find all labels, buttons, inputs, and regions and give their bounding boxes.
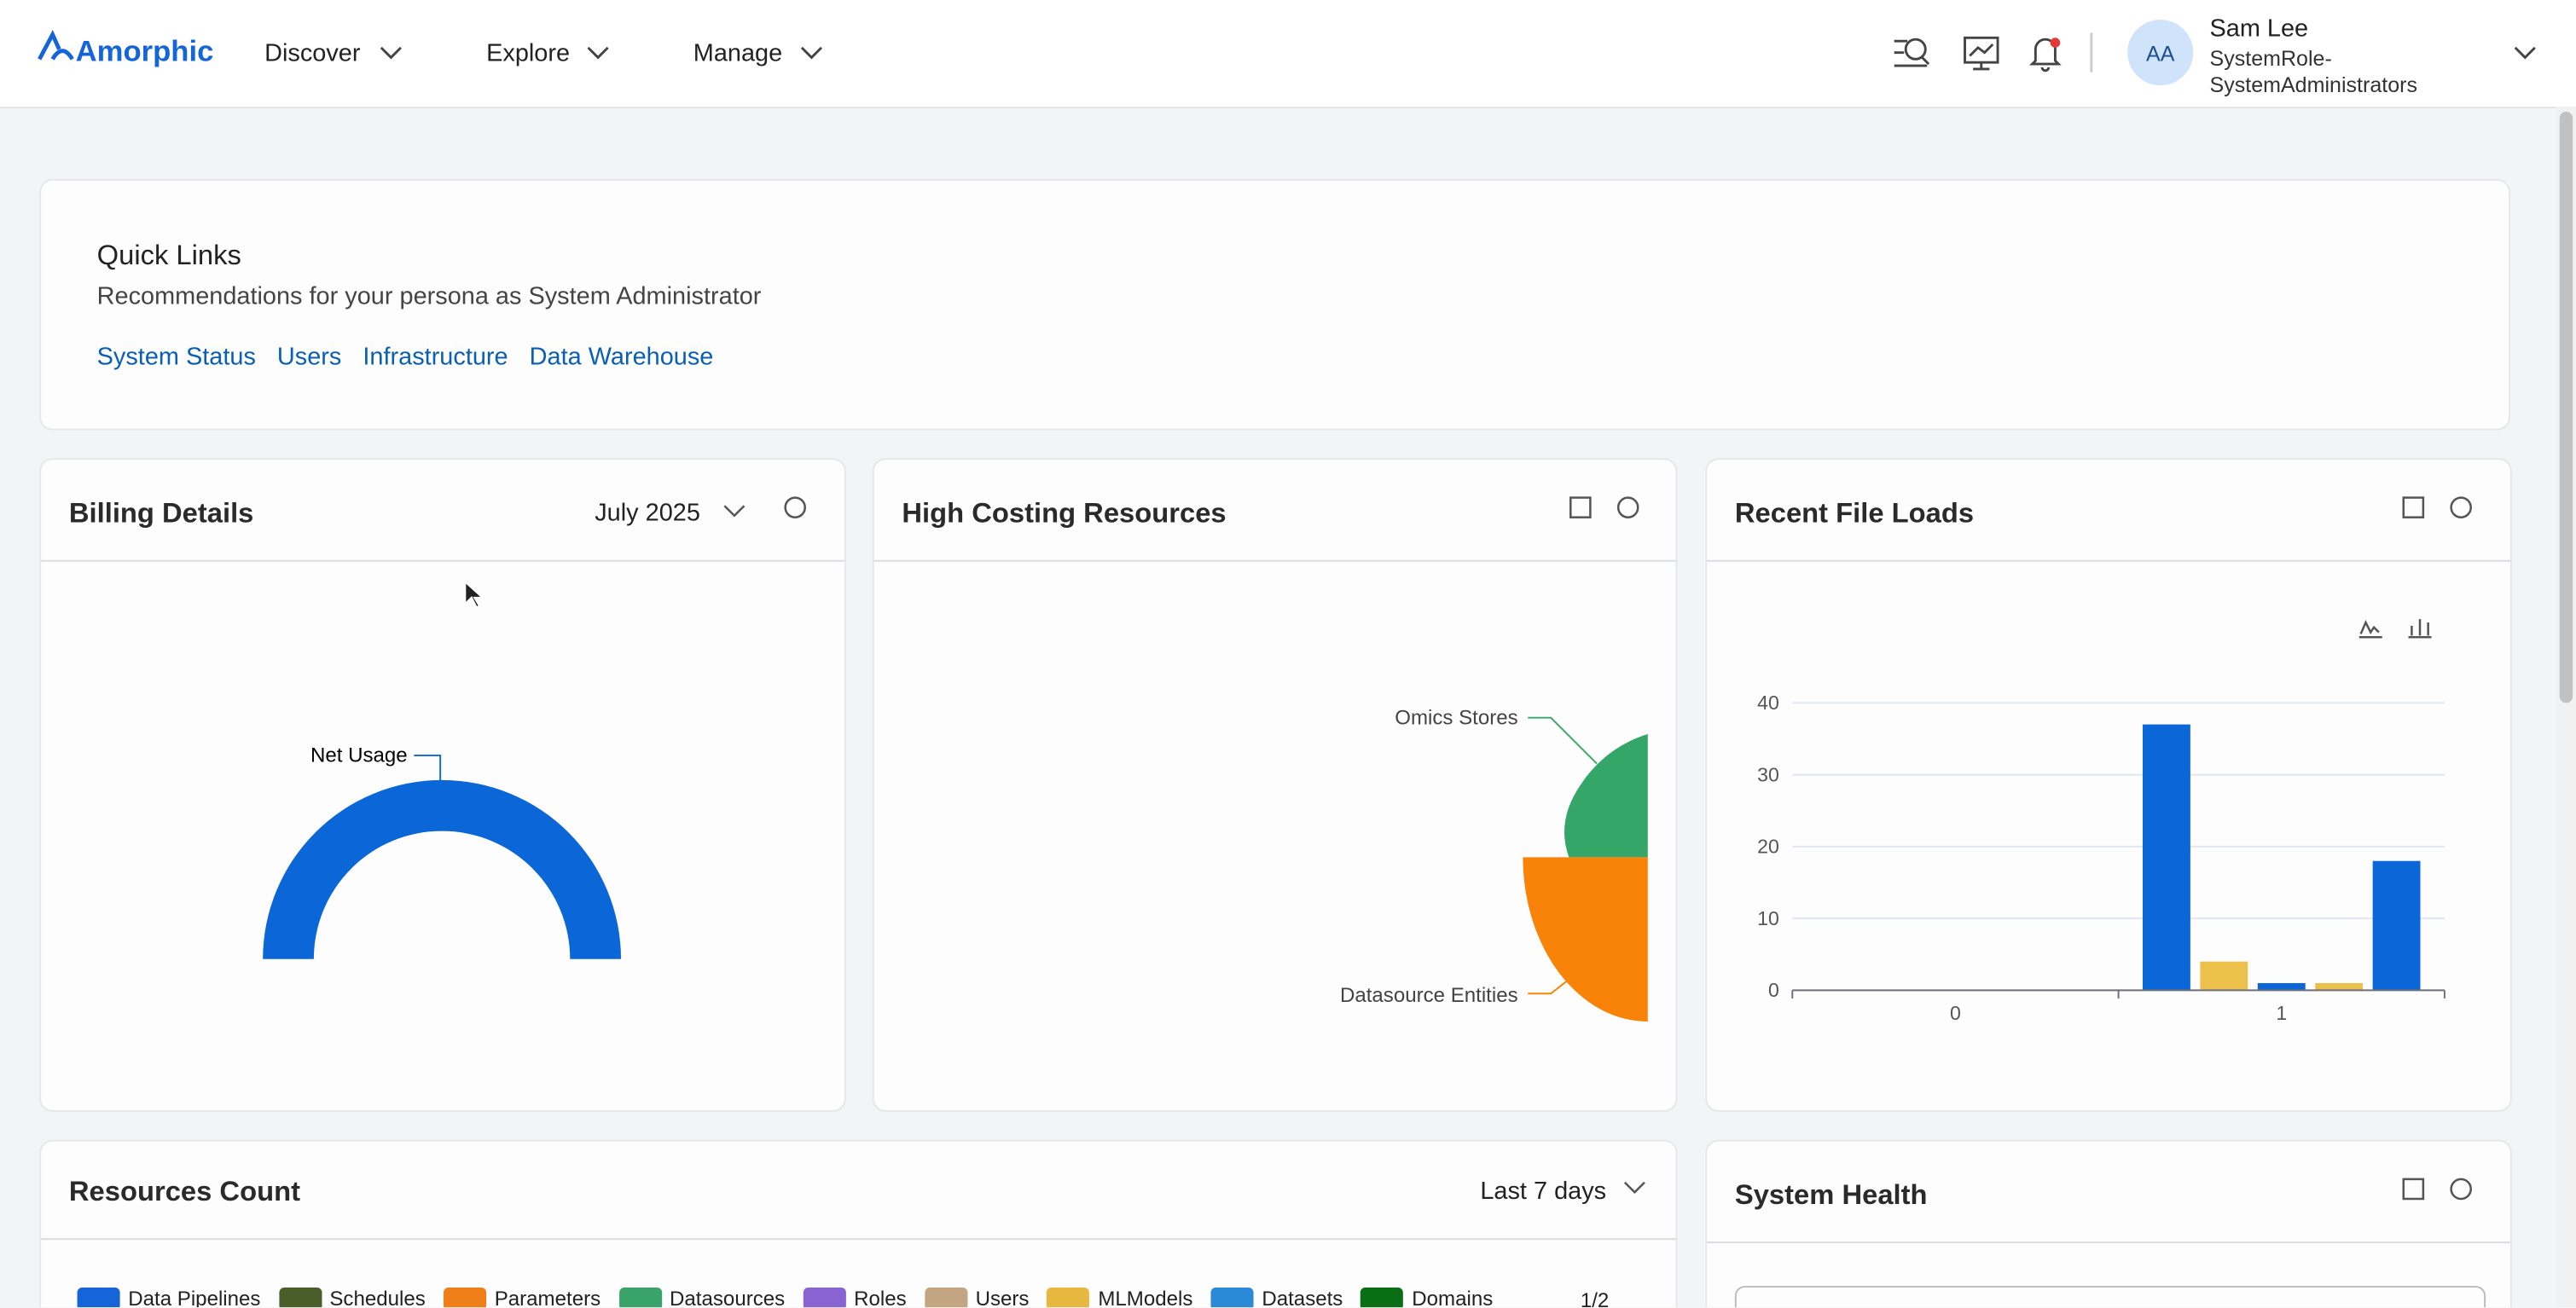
legend: Data Pipelines Schedules Parameters Datasou… (77, 1287, 1511, 1308)
card-title: Quick Links (96, 240, 241, 271)
link[interactable]: Users (276, 343, 342, 372)
legend-label: Datasets (1262, 1287, 1343, 1308)
subtitle: Recommendations for your persona as Syst… (96, 282, 762, 311)
logo[interactable]: Amorphic (75, 34, 214, 67)
resources-count-card: Resources Count Last 7 days Data Pipelin… (39, 1139, 1678, 1308)
legend-item[interactable]: Domains (1361, 1287, 1494, 1308)
legend-swatch (618, 1287, 662, 1308)
scroll-thumb[interactable] (2559, 111, 2573, 703)
period-select[interactable]: Last 7 days (1480, 1177, 1607, 1206)
legend-item[interactable]: Datasources (618, 1287, 786, 1308)
user-role: SystemAdministrators (2209, 72, 2417, 97)
link-row: System Status Users Infrastructure Data War… (97, 344, 714, 373)
scrollbar (2556, 107, 2576, 1308)
user-role: SystemRole- (2209, 45, 2332, 71)
legend-item[interactable]: MLModels (1047, 1287, 1193, 1308)
legend-label: Roles (854, 1287, 907, 1308)
card-title: System Health (1734, 1178, 1928, 1211)
health-panel (1734, 1286, 2486, 1308)
legend-item[interactable]: Datasets (1210, 1287, 1343, 1308)
legend-label: Users (975, 1287, 1030, 1308)
header-icons (380, 20, 2536, 86)
legend-swatch (443, 1287, 487, 1308)
divider (1707, 559, 2510, 562)
legend-item[interactable]: Users (924, 1287, 1030, 1308)
legend-label: Schedules (329, 1287, 426, 1308)
divider (41, 1238, 1676, 1241)
logo-icon (38, 29, 74, 61)
card-title: Resources Count (68, 1176, 300, 1207)
legend-label: Parameters (494, 1287, 601, 1308)
quick-links-card: Quick Links Recommendations for your per… (39, 178, 2510, 431)
link[interactable]: System Status (96, 343, 256, 372)
legend-page[interactable]: 1/2 (1580, 1288, 1610, 1308)
nav-item[interactable]: Manage (693, 39, 783, 67)
legend-swatch (77, 1287, 120, 1308)
legend-swatch (1361, 1287, 1404, 1308)
legend-item[interactable]: Parameters (443, 1287, 601, 1308)
legend-swatch (803, 1287, 846, 1308)
divider (873, 559, 1676, 562)
link[interactable]: Infrastructure (363, 343, 508, 372)
nav-item[interactable]: Discover (264, 39, 361, 67)
nav-item[interactable]: Explore (486, 39, 571, 67)
high-costing-card: High Costing Resources (872, 458, 1678, 1112)
divider (1707, 1241, 2510, 1243)
legend-swatch (924, 1287, 967, 1308)
legend-label: Data Pipelines (128, 1287, 261, 1308)
legend-item[interactable]: Roles (803, 1287, 907, 1308)
legend-swatch (1047, 1287, 1090, 1308)
legend-label: Datasources (670, 1287, 786, 1308)
avatar[interactable]: AA (2146, 41, 2175, 67)
card-title: Recent File Loads (1734, 497, 1975, 530)
legend-label: Domains (1412, 1287, 1494, 1308)
legend-label: MLModels (1098, 1287, 1193, 1308)
link[interactable]: Data Warehouse (529, 343, 714, 372)
legend-swatch (1210, 1287, 1254, 1308)
legend-item[interactable]: Schedules (278, 1287, 426, 1308)
legend-item[interactable]: Data Pipelines (77, 1287, 261, 1308)
billing-card: Billing Details July 2025 (39, 458, 846, 1112)
legend-swatch (278, 1287, 322, 1308)
divider (41, 559, 844, 562)
period-select[interactable]: July 2025 (595, 499, 700, 528)
system-health-card: System Health (1705, 1139, 2512, 1308)
recent-file-loads-card: Recent File Loads (1705, 458, 2512, 1112)
user-name[interactable]: Sam Lee (2209, 14, 2309, 43)
card-title: Billing Details (68, 497, 254, 530)
card-title: High Costing Resources (902, 497, 1227, 530)
